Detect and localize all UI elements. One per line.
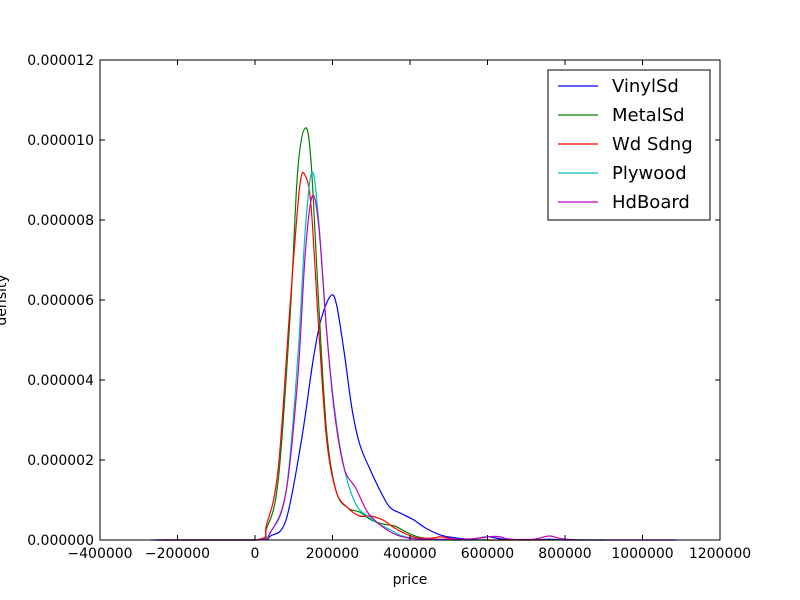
x-tick-label: 400000 bbox=[383, 546, 436, 562]
y-tick-label: 0.000002 bbox=[27, 453, 94, 469]
x-tick-label: 0 bbox=[251, 546, 260, 562]
x-axis-label: price bbox=[393, 572, 428, 588]
legend-label-plywood: Plywood bbox=[612, 163, 687, 184]
legend-label-wd-sdng: Wd Sdng bbox=[612, 134, 693, 155]
x-tick-label: −200000 bbox=[145, 546, 210, 562]
y-tick-label: 0.000010 bbox=[27, 133, 94, 149]
legend-box bbox=[547, 69, 711, 221]
x-tick-label: 200000 bbox=[306, 546, 359, 562]
y-tick-label: 0.000006 bbox=[27, 293, 94, 309]
x-tick-label: −400000 bbox=[67, 546, 132, 562]
y-axis-label: density bbox=[0, 274, 10, 325]
y-tick-label: 0.000012 bbox=[27, 53, 94, 69]
y-tick-label: 0.000008 bbox=[27, 213, 94, 229]
legend-label-hdboard: HdBoard bbox=[612, 192, 690, 213]
legend: VinylSd MetalSd Wd Sdng Plywood HdBoard bbox=[547, 69, 711, 221]
legend-label-vinylsd: VinylSd bbox=[612, 76, 679, 97]
x-tick-label: 800000 bbox=[538, 546, 591, 562]
x-tick-label: 600000 bbox=[461, 546, 514, 562]
y-tick-label: 0.000004 bbox=[27, 373, 94, 389]
x-tick-label: 1200000 bbox=[689, 546, 751, 562]
y-tick-label: 0.000000 bbox=[27, 533, 94, 549]
legend-label-metalsd: MetalSd bbox=[612, 105, 685, 126]
x-tick-label: 1000000 bbox=[611, 546, 673, 562]
series-line-wd-sdng bbox=[162, 171, 546, 541]
axis-ticks: −400000 −200000 0 200000 400000 600000 800000 1… bbox=[27, 53, 751, 562]
